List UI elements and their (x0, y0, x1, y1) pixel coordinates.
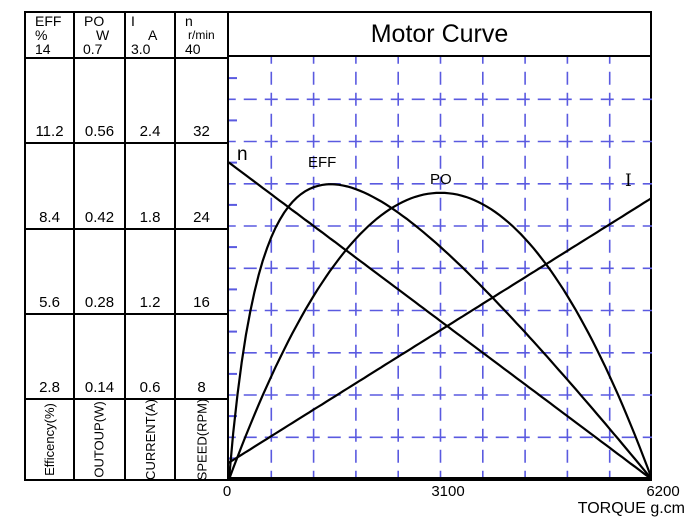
x-tick-0: 0 (222, 483, 232, 500)
curve-label-i: I (625, 171, 632, 191)
curve-label-n: n (237, 144, 248, 165)
column-name: n (185, 13, 193, 29)
x-tick-3100: 3100 (431, 483, 465, 500)
chart-title: Motor Curve (370, 19, 509, 48)
scale-value: 0.6 (126, 315, 174, 400)
column-header: n r/min 40 (176, 13, 227, 59)
scale-value: 32 (176, 59, 227, 144)
column-scale-max: 14 (35, 41, 51, 57)
column-name: PO (84, 13, 105, 29)
column-footer-label: Efficency(%) (42, 403, 58, 476)
column-footer: CURRENT(A) (126, 400, 174, 479)
x-axis-title: TORQUE g.cm (577, 500, 685, 517)
column-name: EFF (35, 13, 62, 29)
chart-title-box: Motor Curve (229, 13, 650, 57)
column-header: I A 3.0 (126, 13, 174, 59)
column-scale-max: 0.7 (83, 41, 103, 57)
scale-value: 8.4 (26, 144, 73, 230)
column-unit: W (96, 27, 110, 43)
table-column-output-power: PO W 0.7 0.56 0.42 0.28 0.14 OUTOUP(W) (75, 13, 126, 479)
table-column-speed: n r/min 40 32 24 16 8 SPEED(RPM) (176, 13, 227, 479)
scale-value: 5.6 (26, 230, 73, 315)
column-header: EFF % 14 (26, 13, 73, 59)
column-unit: A (148, 27, 158, 43)
column-header: PO W 0.7 (75, 13, 124, 59)
column-unit: % (35, 27, 48, 43)
scale-value: 0.42 (75, 144, 124, 230)
column-footer: OUTOUP(W) (75, 400, 124, 479)
curve-n (229, 161, 652, 481)
curve-label-eff: EFF (308, 154, 337, 171)
table-column-efficiency: EFF % 14 11.2 8.4 5.6 2.8 Efficency(%) (26, 13, 75, 479)
curve-eff (229, 183, 652, 481)
scale-value: 0.28 (75, 230, 124, 315)
plot-grid (229, 57, 652, 480)
scale-value: 16 (176, 230, 227, 315)
column-scale-max: 3.0 (131, 41, 151, 57)
scale-value: 8 (176, 315, 227, 400)
scale-value: 0.14 (75, 315, 124, 400)
column-footer: Efficency(%) (26, 400, 73, 479)
scale-value: 11.2 (26, 59, 73, 144)
curve-i (229, 196, 652, 464)
plot-area (229, 57, 652, 481)
column-unit: r/min (188, 28, 215, 42)
column-footer-label: OUTOUP(W) (92, 401, 107, 478)
scale-value: 0.56 (75, 59, 124, 144)
column-footer-label: SPEED(RPM) (194, 400, 209, 479)
column-footer: SPEED(RPM) (176, 400, 227, 479)
table-column-current: I A 3.0 2.4 1.8 1.2 0.6 CURRENT(A) (126, 13, 176, 479)
scale-value: 2.8 (26, 315, 73, 400)
scale-value: 1.8 (126, 144, 174, 230)
spec-table: EFF % 14 11.2 8.4 5.6 2.8 Efficency(%) P… (26, 13, 229, 479)
scale-value: 2.4 (126, 59, 174, 144)
column-footer-label: CURRENT(A) (142, 400, 158, 479)
scale-value: 24 (176, 144, 227, 230)
curve-label-po: PO (430, 171, 452, 188)
scale-value: 1.2 (126, 230, 174, 315)
column-scale-max: 40 (185, 41, 201, 57)
curve-po (229, 191, 652, 481)
x-tick-6200: 6200 (646, 483, 680, 500)
column-name: I (131, 13, 135, 29)
